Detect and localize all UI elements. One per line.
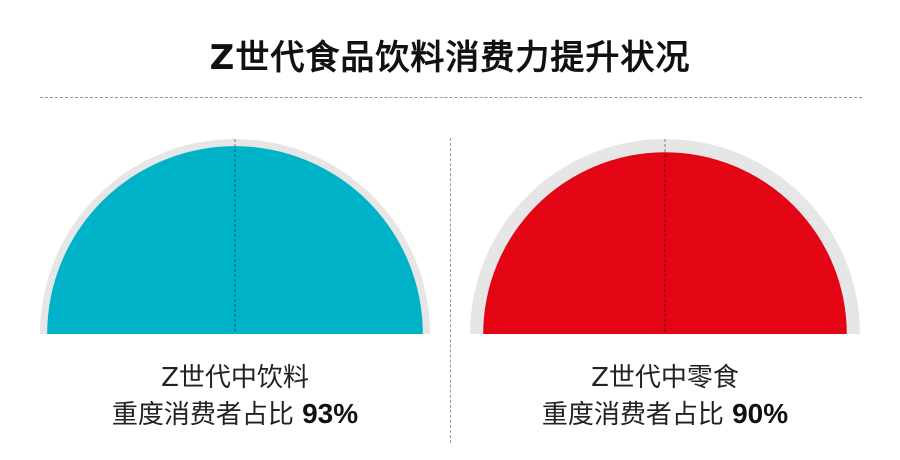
caption-right-value: 90% [732,398,789,429]
caption-right-label: 重度消费者占比 [541,400,724,430]
chart-title: Z世代食品饮料消费力提升状况 [209,38,691,78]
caption-left-value: 93% [302,398,359,429]
caption-right: Z世代中零食 重度消费者占比 90% [465,360,865,433]
gauge-fill-1 [483,152,847,334]
title-divider [40,97,862,98]
caption-left: Z世代中饮料 重度消费者占比 93% [35,360,435,433]
caption-right-category: Z世代中零食 [591,363,739,393]
caption-left-label: 重度消费者占比 [111,400,294,430]
panel-divider [450,138,451,443]
gauge-fill-0 [47,146,423,334]
caption-left-category: Z世代中饮料 [161,363,309,393]
